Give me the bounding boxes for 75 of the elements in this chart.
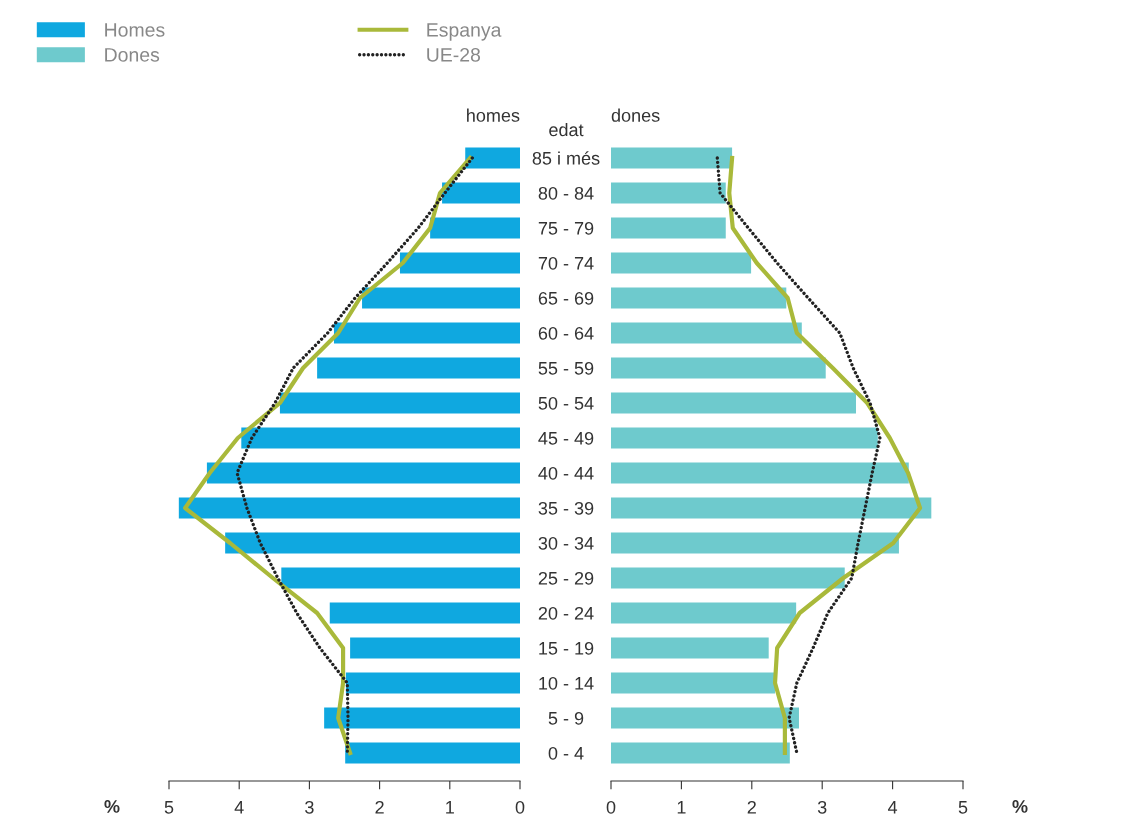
x-tick-label: 4 <box>234 801 244 814</box>
bar <box>611 357 826 379</box>
bar <box>611 707 799 729</box>
bar <box>178 497 520 519</box>
bar <box>611 567 845 589</box>
bar <box>611 217 726 239</box>
y-tick-label: 85 i més <box>532 151 600 165</box>
y-tick-label: 65 - 69 <box>538 291 594 305</box>
bar <box>611 497 932 519</box>
bar <box>333 322 520 344</box>
bar <box>611 637 769 659</box>
bar <box>345 742 520 764</box>
bar <box>611 392 856 414</box>
x-tick-label: 0 <box>515 800 525 814</box>
bar <box>442 182 520 204</box>
bar <box>362 287 520 309</box>
bar <box>611 182 726 204</box>
x-tick-label: 5 <box>958 801 968 814</box>
bar <box>345 672 520 694</box>
bar <box>317 357 520 379</box>
y-tick-label: 80 - 84 <box>538 186 594 200</box>
y-tick-label: 70 - 74 <box>538 256 594 270</box>
bar <box>430 217 520 239</box>
bar <box>611 462 909 484</box>
x-tick-label: 3 <box>817 800 827 814</box>
bar <box>611 147 733 169</box>
bar <box>611 322 802 344</box>
y-tick-label: 75 - 79 <box>538 221 594 235</box>
y-tick-label: 35 - 39 <box>538 501 594 515</box>
bar <box>324 707 520 729</box>
bar <box>279 392 520 414</box>
bar <box>241 427 520 449</box>
y-tick-label: 30 - 34 <box>538 536 594 550</box>
chart-title: dones <box>611 108 660 122</box>
bar <box>329 602 520 624</box>
y-tick-label: 60 - 64 <box>538 326 594 340</box>
x-tick-label: 4 <box>887 801 898 814</box>
bar <box>399 252 520 274</box>
y-tick-label: 40 - 44 <box>538 466 594 480</box>
bar <box>225 532 520 554</box>
y-tick-label: 25 - 29 <box>538 571 594 585</box>
x-tick-label: 1 <box>446 801 454 814</box>
bar <box>350 637 520 659</box>
bar <box>206 462 520 484</box>
bar <box>611 252 752 274</box>
y-tick-label: 0 - 4 <box>548 746 584 760</box>
legend-label: Dones <box>105 48 160 62</box>
y-tick-label: 15 - 19 <box>539 641 594 655</box>
x-tick-label: 3 <box>305 800 314 814</box>
x-tick-label: 0 <box>606 800 616 814</box>
y-tick-label: 45 - 49 <box>538 431 594 445</box>
bar <box>611 602 797 624</box>
x-tick-label: 2 <box>747 800 756 814</box>
legend-label: UE-28 <box>427 47 481 62</box>
y-tick-label: 55 - 59 <box>538 361 594 375</box>
bar <box>465 147 520 169</box>
y-tick-label: 50 - 54 <box>538 396 594 410</box>
legend-label: Homes <box>105 23 165 37</box>
bar <box>281 567 520 589</box>
y-tick-label: 20 - 24 <box>538 606 594 620</box>
bar <box>611 427 878 449</box>
y-tick-label: 5 - 9 <box>548 711 584 725</box>
x-tick-label: 2 <box>375 800 384 814</box>
x-axis-title: % <box>1012 800 1028 813</box>
y-tick-label: 10 - 14 <box>539 676 594 690</box>
x-tick-label: 5 <box>164 801 174 814</box>
x-axis-title: % <box>104 800 120 813</box>
bar <box>611 532 899 554</box>
y-axis-title: edat <box>549 123 584 137</box>
bar <box>611 672 776 694</box>
legend-label: Espanya <box>427 23 502 41</box>
x-tick-label: 1 <box>677 801 686 814</box>
bar <box>611 287 787 309</box>
chart-title: homes <box>467 108 520 122</box>
bar <box>611 742 790 764</box>
